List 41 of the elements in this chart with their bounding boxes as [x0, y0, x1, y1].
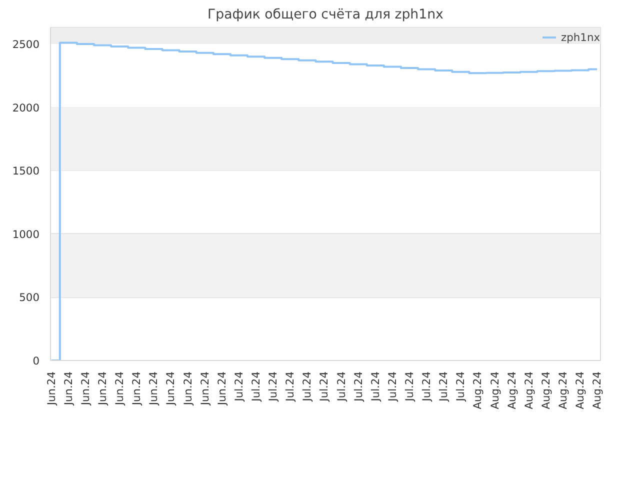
- x-tick-label: Aug.24: [590, 371, 604, 410]
- x-tick-label: Jul.24: [284, 371, 297, 402]
- x-tick-label: Jun.24: [62, 371, 75, 406]
- x-tick-label: Jun.24: [215, 371, 228, 406]
- legend-label: zph1nx: [561, 30, 600, 44]
- y-tick-label: 0: [32, 354, 40, 368]
- x-tick-label: Jul.24: [266, 371, 280, 402]
- x-tick-label: Aug.24: [505, 371, 518, 410]
- x-tick-label: Jul.24: [334, 371, 348, 402]
- y-tick-label: 1500: [12, 164, 40, 178]
- x-tick-label: Aug.24: [574, 371, 587, 410]
- y-tick-label: 2000: [12, 101, 40, 114]
- x-tick-label: Aug.24: [471, 371, 484, 410]
- x-tick-label: Jul.24: [454, 371, 468, 402]
- x-tick-label: Jun.24: [78, 371, 92, 406]
- x-tick-label: Jul.24: [318, 371, 331, 402]
- x-tick-label: Jul.24: [232, 371, 246, 402]
- x-tick-label: Jul.24: [368, 371, 382, 402]
- chart-title: График общего счёта для zph1nx: [208, 8, 444, 22]
- x-tick-label: Jun.24: [44, 371, 58, 406]
- x-tick-label: Aug.24: [539, 371, 552, 410]
- x-tick-label: Jun.24: [113, 371, 126, 406]
- x-tick-label: Aug.24: [488, 371, 502, 410]
- x-tick-label: Jun.24: [147, 371, 160, 406]
- y-tick-label: 500: [19, 291, 40, 304]
- x-tick-label: Jul.24: [386, 371, 399, 402]
- x-tick-label: Jun.24: [96, 371, 110, 406]
- x-tick-label: Jul.24: [402, 371, 416, 402]
- y-tick-label: 1000: [12, 228, 40, 241]
- x-tick-label: Jul.24: [420, 371, 434, 402]
- x-tick-label: Jun.24: [164, 371, 178, 406]
- x-tick-label: Jul.24: [250, 371, 263, 402]
- x-tick-label: Jul.24: [352, 371, 365, 402]
- x-tick-label: Aug.24: [522, 371, 536, 410]
- x-tick-label: Aug.24: [556, 371, 570, 410]
- x-tick-label: Jul.24: [437, 371, 450, 402]
- x-tick-label: Jun.24: [130, 371, 144, 406]
- x-tick-label: Jun.24: [198, 371, 212, 406]
- x-tick-label: Jul.24: [300, 371, 314, 402]
- y-tick-label: 2500: [12, 38, 40, 51]
- x-tick-label: Jun.24: [181, 371, 194, 406]
